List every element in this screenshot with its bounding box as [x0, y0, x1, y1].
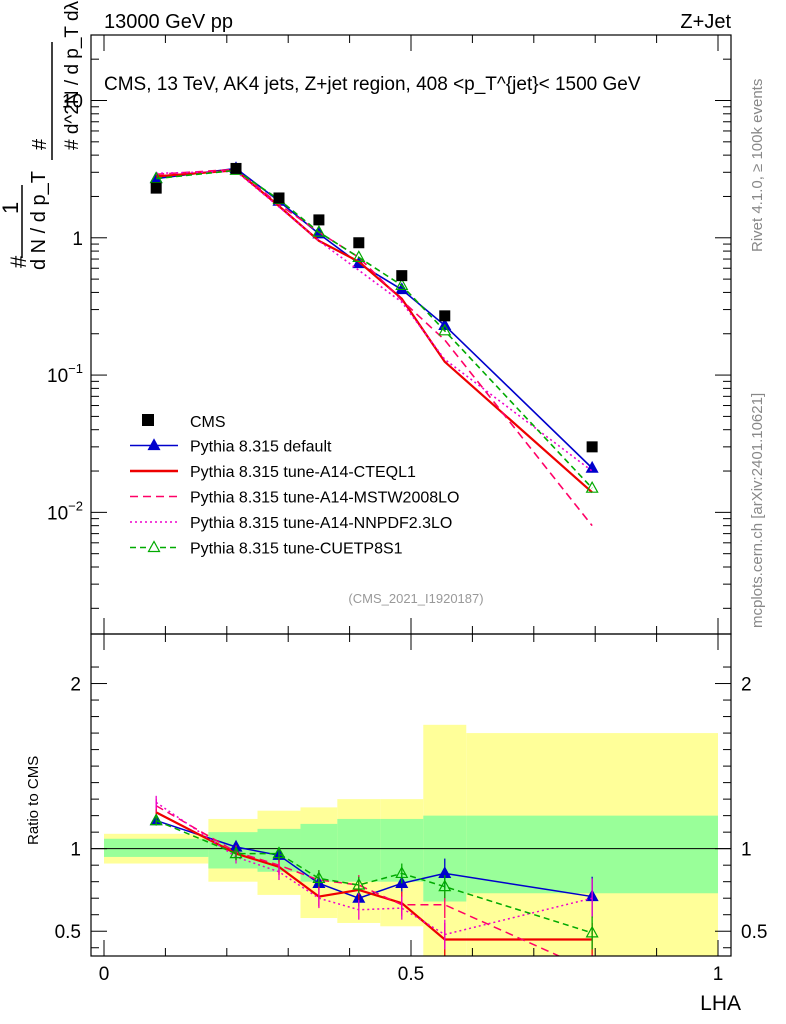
main-marker-4-0: [149, 171, 163, 184]
legend: CMS Pythia 8.315 default Pythia 8.315 tune…: [130, 414, 459, 558]
ratio-marker-4-2: [272, 846, 286, 859]
legend-label-0: Pythia 8.315 default: [190, 439, 332, 456]
cms-point-2: [273, 192, 285, 204]
ratio-ytick-label-r-0: 0.5: [741, 922, 767, 943]
cms-point-7: [586, 441, 598, 453]
ratio-ytick-label-r-1: 1: [741, 840, 752, 861]
cms-point-3: [313, 214, 325, 226]
main-line-3: [156, 170, 593, 472]
frames: 10−2 10−1 1 10 0.5 0.5 1 1 2 2 0 0.5 1: [47, 34, 767, 985]
plot-area: [149, 161, 599, 956]
legend-cms-marker: [142, 414, 154, 426]
main-ytick-label-0: 10−2: [47, 498, 83, 524]
xtick-label-2: 1: [713, 964, 724, 985]
main-marker-4-3: [312, 224, 326, 237]
main-line-1: [156, 169, 593, 494]
ratio-marker-4-1: [229, 846, 243, 859]
header-right: Z+Jet: [680, 11, 731, 33]
ratio-marker-4-7: [585, 925, 599, 938]
ratio-marker-4-6: [438, 879, 452, 892]
ratio-marker-4-5: [395, 866, 409, 879]
cms-point-5: [396, 270, 408, 282]
legend-marker-0: [147, 438, 161, 451]
ratio-marker-4-0: [149, 813, 163, 826]
y-axis-label-main: # 1 d N / d p_T # # d^2N / d p_T dλ: [0, 0, 83, 270]
band-inner-4: [337, 818, 381, 882]
main-ytick-label-2: 1: [72, 229, 83, 250]
header-left: 13000 GeV pp: [104, 11, 233, 33]
mcplots-label: mcplots.cern.ch [arXiv:2401.10621]: [749, 393, 766, 628]
main-marker-4-5: [395, 278, 409, 290]
main-marker-4-4: [352, 250, 366, 262]
legend-label-4: Pythia 8.315 tune-CUETP8S1: [190, 541, 403, 558]
legend-label-1: Pythia 8.315 tune-A14-CTEQL1: [190, 464, 416, 481]
cms-point-6: [439, 310, 451, 322]
ratio-line-4: [155, 819, 593, 934]
ratio-line-0: [155, 819, 593, 900]
ylabel-d2n: # d^2N / d p_T dλ: [62, 0, 83, 150]
ratio-line-1: [155, 811, 593, 941]
cms-point-0: [150, 182, 162, 194]
ratio-line-3: [155, 801, 593, 936]
band-inner-0: [104, 838, 209, 857]
main-marker-0-5: [395, 282, 409, 295]
ratio-ylabel: Ratio to CMS: [25, 756, 42, 845]
legend-label-3: Pythia 8.315 tune-A14-NNPDF2.3LO: [190, 515, 452, 532]
chart-title: CMS, 13 TeV, AK4 jets, Z+jet region, 408…: [104, 74, 641, 95]
ratio-ytick-label-0: 0.5: [55, 922, 81, 943]
main-marker-4-6: [438, 323, 452, 336]
main-ytick-label-1: 10−1: [47, 361, 83, 387]
main-marker-4-7: [585, 480, 599, 493]
xtick-label-1: 0.5: [398, 964, 424, 985]
analysis-tag: (CMS_2021_I1920187): [348, 591, 483, 606]
ylabel-dn: d N / d p_T: [28, 171, 50, 270]
ratio-ytick-label-2: 2: [70, 675, 81, 696]
xtick-label-0: 0: [99, 964, 110, 985]
ratio-marker-4-4: [352, 877, 366, 890]
x-axis-label: LHA: [700, 992, 741, 1015]
main-line-2: [156, 168, 593, 527]
main-line-0: [156, 167, 593, 469]
cms-point-4: [353, 237, 365, 249]
main-ytick-label-3: 10: [62, 92, 83, 113]
ylabel-hash2: #: [29, 138, 51, 150]
main-line-4: [156, 169, 593, 489]
ylabel-hash: #: [6, 255, 31, 268]
ratio-bands: [91, 724, 731, 956]
ratio-series-group: [149, 795, 599, 956]
legend-marker-4: [147, 540, 161, 553]
ratio-ytick-label-r-2: 2: [741, 675, 752, 696]
ratio-ytick-label-1: 1: [70, 840, 81, 861]
ratio-line-2: [155, 805, 561, 956]
main-frame: [90, 34, 732, 635]
legend-label-2: Pythia 8.315 tune-A14-MSTW2008LO: [190, 490, 459, 507]
ratio-marker-4-3: [312, 871, 326, 883]
cms-point-1: [230, 162, 242, 174]
main-marker-0-7: [585, 460, 599, 473]
legend-cms-label: CMS: [190, 414, 226, 431]
rivet-label: Rivet 4.1.0, ≥ 100k events: [749, 79, 766, 252]
main-ytick-exp-0: −2: [68, 498, 83, 513]
ylabel-one: 1: [0, 202, 23, 214]
main-ytick-exp-1: −1: [68, 361, 83, 376]
